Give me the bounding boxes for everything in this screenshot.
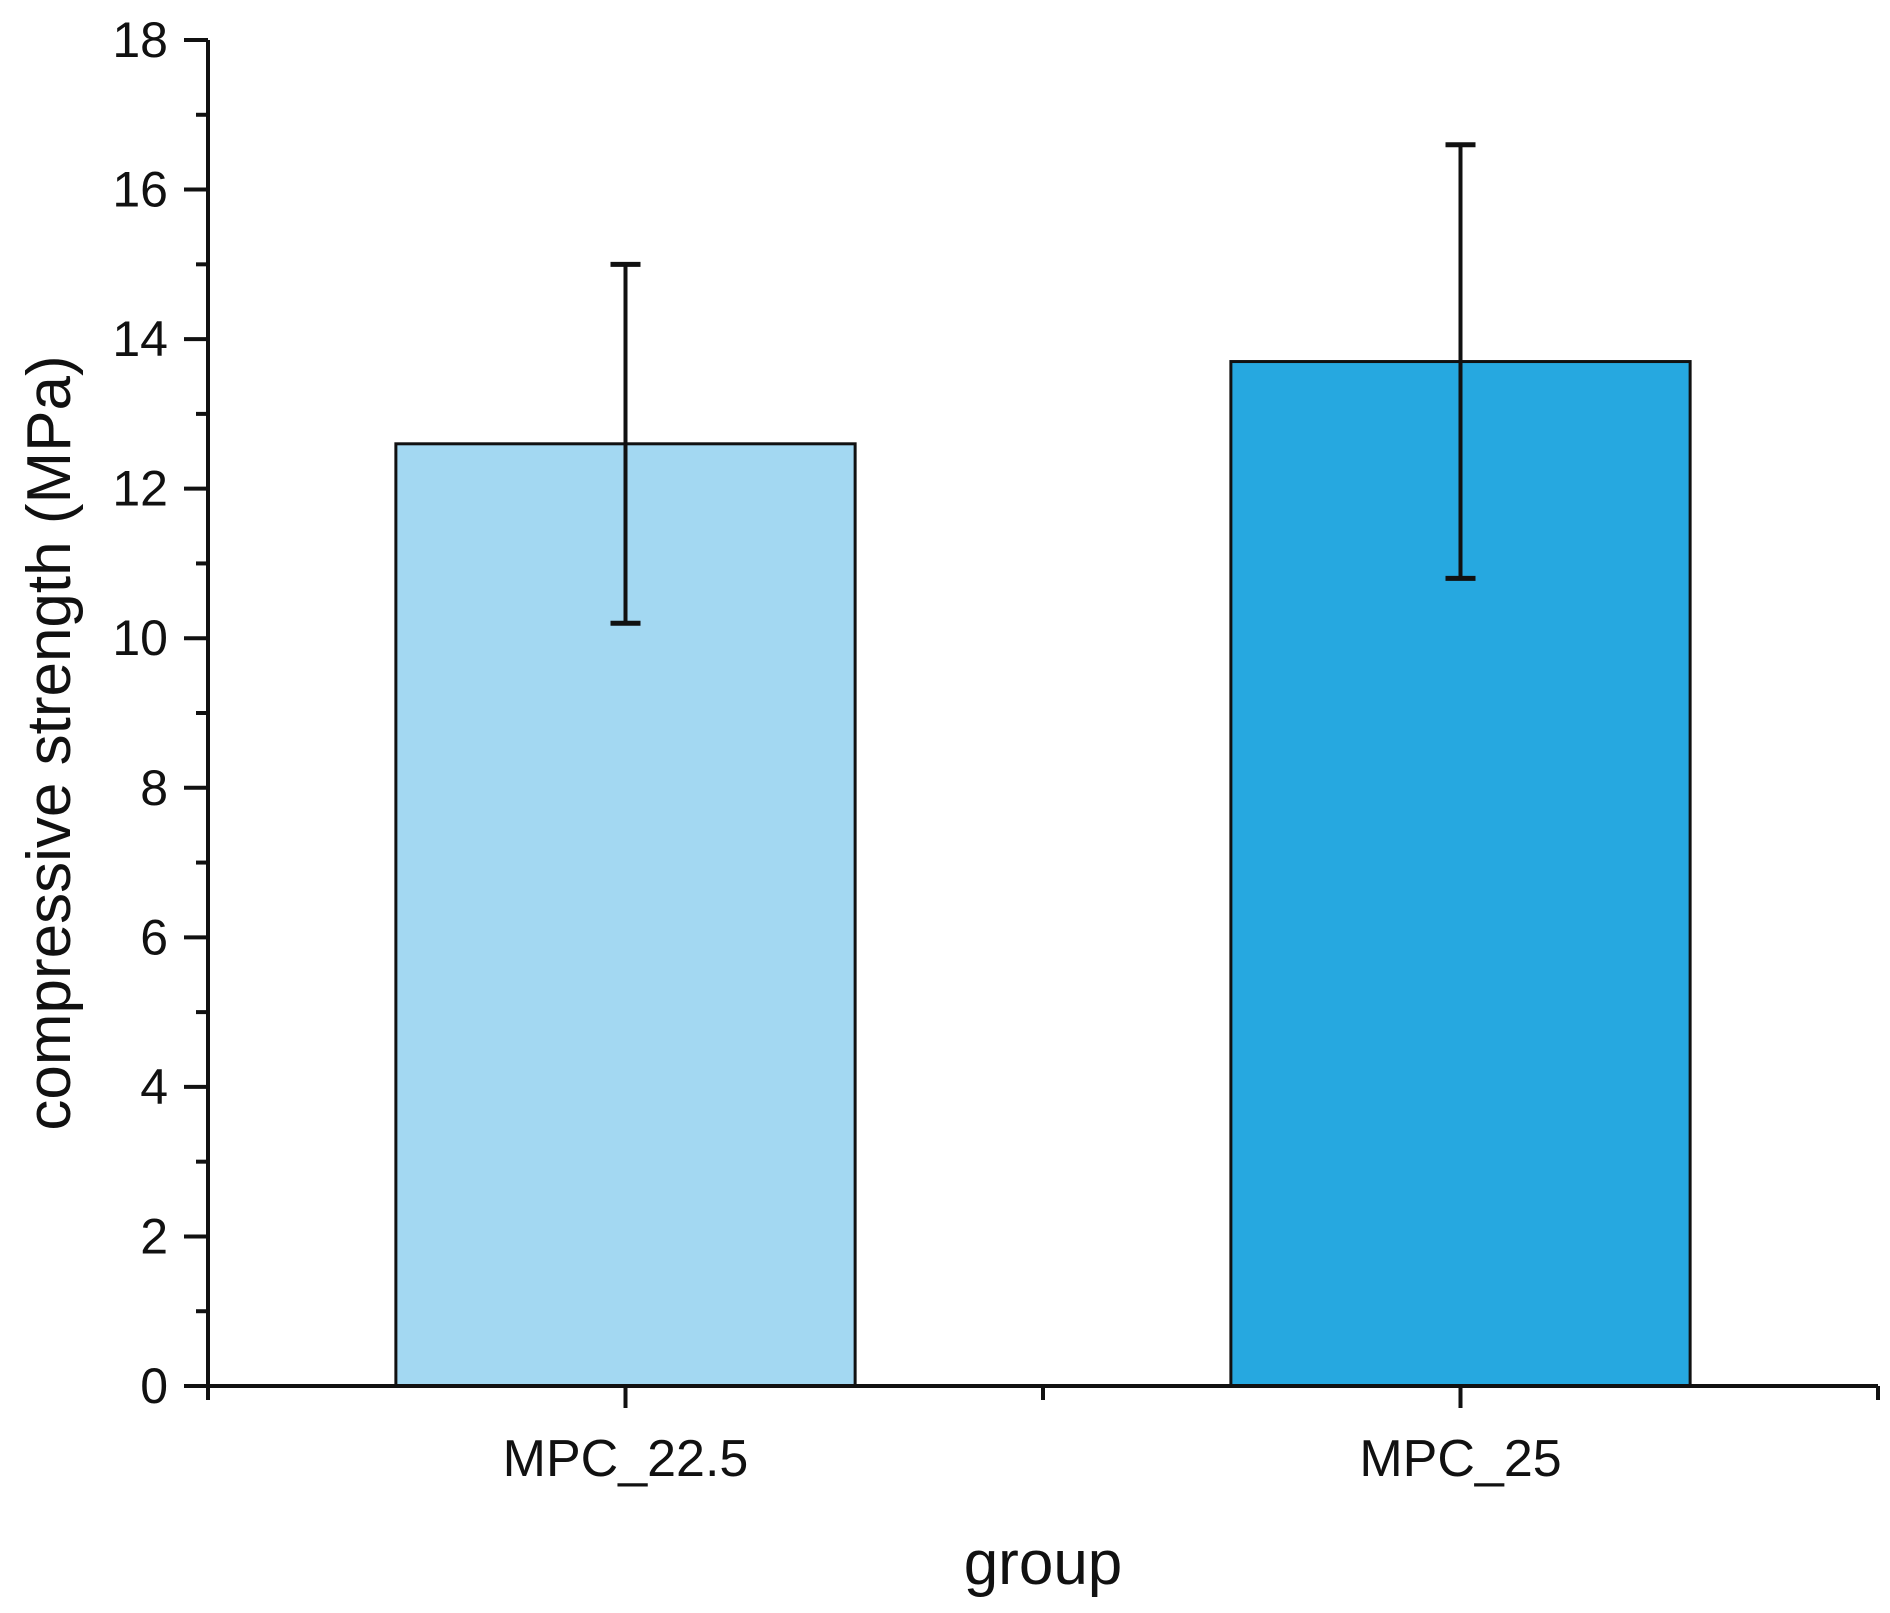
y-tick-label: 14 <box>112 311 168 367</box>
y-tick-label: 16 <box>112 162 168 218</box>
x-axis-title: group <box>964 1529 1123 1598</box>
y-tick-label: 18 <box>112 12 168 68</box>
y-tick-label: 0 <box>140 1358 168 1414</box>
y-ticks-layer: 0 2 4 6 8 10 12 14 16 18 <box>112 12 208 1414</box>
x-ticks-layer: MPC_22.5 MPC_25 <box>206 1386 1880 1488</box>
bars-layer <box>394 360 1692 1388</box>
y-tick-label: 4 <box>140 1059 168 1115</box>
y-tick-label: 6 <box>140 909 168 965</box>
y-tick-label: 12 <box>112 461 168 517</box>
y-axis-title: compressive strength (MPa) <box>15 355 84 1130</box>
x-tick-label: MPC_25 <box>1359 1430 1561 1488</box>
y-tick-label: 2 <box>140 1208 168 1264</box>
y-tick-label: 10 <box>112 610 168 666</box>
x-tick-label: MPC_22.5 <box>503 1430 749 1488</box>
y-tick-label: 8 <box>140 760 168 816</box>
error-bars-layer <box>610 142 1476 626</box>
